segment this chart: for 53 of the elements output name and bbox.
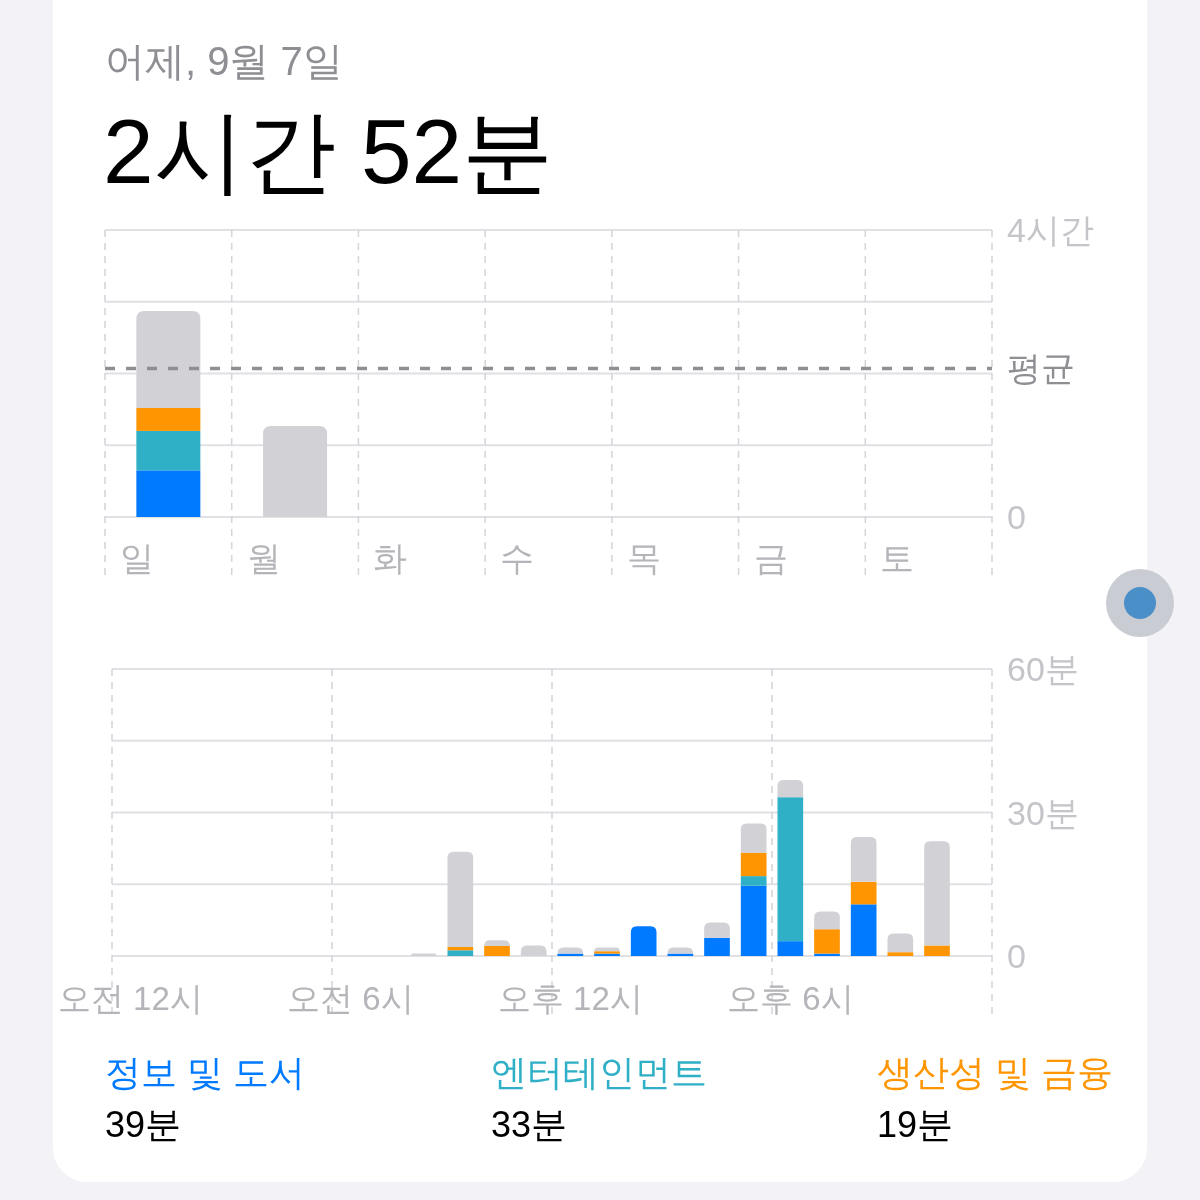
bar — [704, 937, 730, 956]
bar — [924, 841, 950, 946]
y-tick-label: 0 — [1007, 498, 1026, 536]
bar — [850, 836, 877, 882]
x-tick-label: 목 — [626, 539, 661, 577]
bar — [814, 929, 840, 954]
y-tick-label: 0 — [1007, 937, 1026, 975]
bar — [447, 851, 474, 947]
bar — [887, 933, 914, 953]
bar — [887, 952, 914, 956]
chart-title: 어제, 9월 7일 — [105, 39, 343, 83]
y-tick-label: 30분 — [1007, 793, 1079, 832]
bar — [704, 922, 730, 938]
bar — [630, 926, 657, 956]
bar — [520, 945, 547, 956]
bar — [136, 470, 201, 517]
x-tick-label: 오전 6시 — [287, 980, 414, 1017]
chart-subtitle: 2시간 52분 — [103, 101, 554, 202]
bar — [263, 425, 328, 517]
x-tick-label: 오전 12시 — [57, 980, 203, 1017]
text: 33분 — [491, 1104, 568, 1145]
bar — [740, 852, 767, 877]
y-tick-label: 4시간 — [1007, 211, 1094, 249]
x-tick-label: 화 — [373, 539, 408, 577]
x-tick-label: 금 — [753, 539, 788, 577]
bar — [850, 904, 877, 956]
bar — [740, 885, 767, 956]
x-tick-label: 수 — [500, 539, 535, 577]
bar — [814, 911, 840, 930]
text: 19분 — [877, 1104, 954, 1145]
x-tick-label: 토 — [880, 539, 915, 577]
bar — [136, 311, 201, 408]
bar — [740, 823, 767, 853]
text: 생산성 및 금융 — [877, 1052, 1114, 1093]
bar — [136, 430, 201, 471]
bar — [777, 779, 804, 798]
text: 엔터테인먼트 — [491, 1052, 707, 1093]
bar — [850, 881, 877, 905]
text: 39분 — [105, 1104, 182, 1145]
x-tick-label: 일 — [120, 539, 154, 577]
x-tick-label: 오후 6시 — [727, 980, 854, 1017]
bar — [447, 950, 474, 956]
bar — [777, 941, 804, 956]
y-tick-label: 60분 — [1007, 650, 1079, 688]
bar — [484, 945, 510, 956]
bar — [740, 876, 767, 886]
text: 정보 및 도서 — [105, 1052, 306, 1093]
bar — [924, 945, 950, 956]
bar — [136, 407, 201, 431]
x-tick-label: 월 — [246, 539, 281, 577]
bar — [777, 797, 804, 942]
x-tick-label: 오후 12시 — [497, 980, 643, 1017]
ref-line-label: 평균 — [1007, 349, 1075, 388]
